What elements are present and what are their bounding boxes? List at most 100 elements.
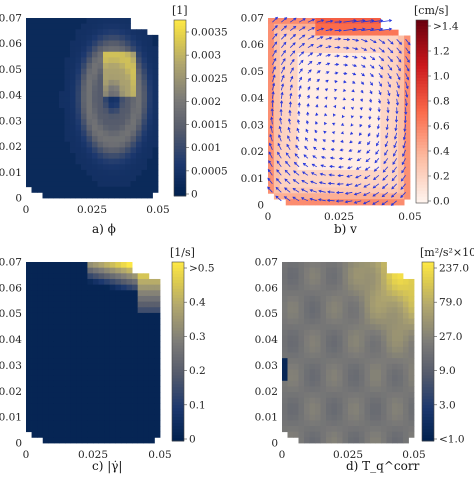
shear-rate-cell	[137, 386, 144, 393]
phi-cell	[75, 96, 82, 103]
velocity-arrowhead	[310, 180, 314, 184]
shear-rate-cell	[87, 437, 94, 444]
velocity-arrowhead	[364, 176, 368, 180]
velocity-cell	[368, 181, 375, 188]
colorbar-step	[416, 193, 428, 198]
tq-corr-cell	[348, 386, 354, 393]
phi-cell	[37, 23, 43, 30]
tq-corr-cell	[326, 335, 332, 342]
tq-corr-cell	[386, 409, 393, 416]
tq-corr-cell	[375, 262, 382, 269]
phi-cell	[64, 85, 71, 92]
velocity-cell	[285, 146, 293, 153]
colorbar-step	[422, 411, 434, 415]
tq-corr-cell	[287, 301, 294, 308]
velocity-cell	[374, 158, 381, 165]
shear-rate-cell	[93, 278, 99, 286]
phi-cell	[75, 192, 82, 199]
tq-corr-cell	[359, 380, 365, 387]
tq-corr-cell	[348, 318, 354, 325]
velocity-cell	[268, 146, 275, 153]
velocity-cell	[285, 76, 293, 83]
tq-corr-cell	[337, 352, 343, 359]
colorbar-step	[172, 327, 184, 332]
velocity-cell	[327, 117, 334, 124]
phi-cell	[53, 119, 60, 126]
shear-rate-cell	[143, 403, 150, 410]
tq-corr-cell	[386, 414, 393, 421]
tq-corr-cell	[353, 312, 360, 319]
tq-corr-cell	[287, 284, 294, 291]
velocity-arrowhead	[388, 27, 393, 31]
velocity-arrowhead	[300, 188, 305, 192]
velocity-cell	[356, 64, 364, 71]
phi-cell	[31, 57, 38, 64]
velocity-cell	[321, 29, 328, 36]
colorbar-step	[174, 172, 186, 176]
phi-cell	[130, 57, 137, 64]
phi-cell	[125, 147, 131, 154]
phi-cell	[130, 51, 137, 58]
phi-cells	[26, 18, 159, 199]
shear-rate-cell	[109, 426, 116, 433]
velocity-cell	[303, 164, 310, 171]
velocity-cell	[321, 117, 328, 124]
tq-corr-cell	[392, 403, 398, 410]
tq-corr-cell	[293, 346, 299, 353]
velocity-arrowhead	[384, 152, 387, 156]
phi-cell	[141, 124, 148, 131]
velocity-arrow	[278, 134, 282, 142]
shear-rate-cell	[132, 284, 139, 291]
velocity-cell	[309, 29, 316, 36]
shear-rate-cell	[137, 363, 144, 370]
phi-cell	[92, 169, 98, 176]
tq-corr-cell	[364, 409, 371, 416]
phi-cell	[42, 119, 49, 126]
velocity-cell	[350, 64, 358, 71]
velocity-cell	[339, 47, 346, 54]
phi-cell	[136, 141, 142, 148]
y-tick-label: 0.02	[255, 386, 278, 398]
colorbar-step	[172, 303, 184, 308]
velocity-cell	[380, 129, 387, 136]
tq-corr-cell	[353, 426, 360, 433]
tq-corr-cell	[282, 386, 288, 393]
phi-cell	[75, 141, 82, 148]
shear-rate-cell	[143, 380, 150, 387]
velocity-cell	[285, 82, 293, 89]
phi-cell	[119, 18, 126, 25]
colorbar-step	[174, 66, 186, 71]
tq-corr-cell	[282, 301, 288, 308]
velocity-cell	[374, 29, 381, 36]
velocity-cell	[374, 23, 381, 31]
shear-rate-cell	[48, 431, 55, 438]
velocity-cell	[380, 99, 387, 107]
shear-rate-cell	[137, 312, 144, 319]
phi-cell	[108, 46, 115, 53]
shear-rate-cell	[143, 318, 150, 325]
shear-rate-cell	[126, 341, 133, 348]
velocity-arrow	[303, 154, 309, 159]
shear-rate-cell	[76, 363, 83, 370]
shear-rate-cell	[109, 307, 116, 314]
tq-corr-cell	[375, 414, 382, 421]
phi-cell	[48, 124, 54, 131]
phi-cell	[64, 23, 71, 30]
tq-corr-cell	[408, 375, 415, 382]
colorbar-step	[174, 175, 186, 179]
shear-rate-cell	[87, 346, 94, 353]
velocity-cell	[327, 158, 334, 165]
tq-corr-cell	[364, 386, 371, 393]
tq-corr-cell	[309, 346, 316, 353]
phi-cell	[42, 181, 49, 188]
tq-corr-cell	[293, 262, 299, 269]
velocity-cell	[368, 105, 375, 112]
velocity-arrowhead	[309, 197, 313, 201]
shear-rate-cell	[132, 329, 139, 336]
shear-rate-cell	[120, 335, 127, 342]
tq-corr-cell	[342, 267, 349, 274]
velocity-cell	[386, 199, 393, 206]
velocity-arrow	[269, 143, 273, 150]
velocity-cell	[327, 111, 334, 118]
phi-cell	[114, 186, 120, 193]
